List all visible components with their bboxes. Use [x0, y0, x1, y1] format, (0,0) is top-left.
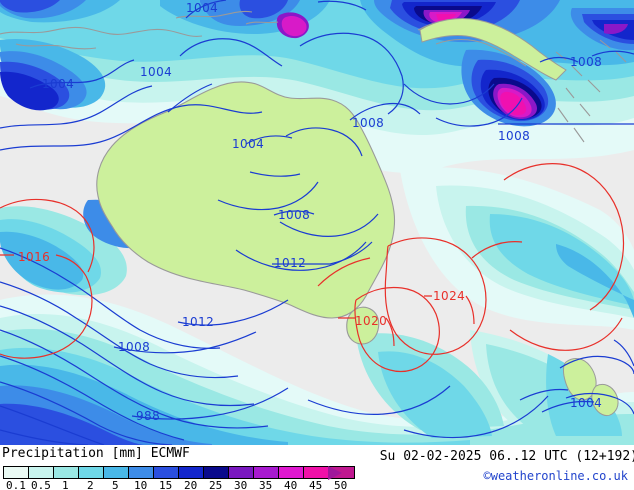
- colorbar-tick-1: 1: [62, 479, 69, 490]
- colorbar-tick-40: 40: [284, 479, 298, 490]
- colorbar-overflow-arrow-icon: [328, 466, 342, 480]
- isobar-label: 1008: [498, 129, 531, 143]
- isobar-label: 1020: [355, 314, 388, 328]
- isobar-label: 1008: [118, 340, 151, 354]
- map-canvas: [0, 0, 634, 445]
- colorbar-swatch-35: [254, 467, 279, 478]
- legend-panel: Precipitation [mm] ECMWF 0.1 0.5 1 2 5 10 15 20…: [0, 445, 634, 490]
- isobars-high: [0, 163, 625, 373]
- colorbar-tick-labels: 0.1 0.5 1 2 5 10 15 20 25 30 35 40 45 50: [0, 479, 347, 490]
- isobar-label: 1008: [352, 116, 385, 130]
- colorbar-swatch-1: [54, 467, 79, 478]
- colorbar-swatch-5: [104, 467, 129, 478]
- colorbar-swatch-30: [229, 467, 254, 478]
- colorbar-tick-2: 2: [87, 479, 94, 490]
- isobar-label: 988: [136, 409, 161, 423]
- colorbar-tick-25: 25: [209, 479, 223, 490]
- colorbar-tick-10: 10: [134, 479, 148, 490]
- precipitation-map[interactable]: 1004 1004 1004 1004 1008 1008 1008 1008 …: [0, 0, 634, 445]
- isobar-label: 1004: [570, 396, 603, 410]
- colorbar-swatch-40: [279, 467, 304, 478]
- colorbar-tick-5: 5: [112, 479, 119, 490]
- colorbar-swatch-0.5: [29, 467, 54, 478]
- isobar-label: 1008: [278, 208, 311, 222]
- precipitation-colorbar: [3, 466, 355, 479]
- colorbar-wrap: [3, 466, 355, 479]
- colorbar-tick-0.5: 0.5: [31, 479, 51, 490]
- isobar-label: 1012: [182, 315, 215, 329]
- isobar-label: 1004: [186, 1, 219, 15]
- colorbar-swatch-45: [304, 467, 329, 478]
- isobar-label: 1016: [18, 250, 51, 264]
- colorbar-swatch-0.1: [4, 467, 29, 478]
- credit-link[interactable]: ©weatheronline.co.uk: [483, 469, 629, 483]
- isobar-label: 1004: [140, 65, 173, 79]
- colorbar-tick-30: 30: [234, 479, 248, 490]
- colorbar-swatch-10: [129, 467, 154, 478]
- colorbar-tick-0.1: 0.1: [6, 479, 26, 490]
- colorbar-tick-45: 45: [309, 479, 323, 490]
- colorbar-swatch-20: [179, 467, 204, 478]
- isobar-label: 1024: [433, 289, 466, 303]
- run-timestamp: Su 02-02-2025 06..12 UTC (12+192): [379, 449, 634, 464]
- isobar-label: 1004: [42, 77, 75, 91]
- isobar-label: 1008: [570, 55, 603, 69]
- australia-landmass: [96, 17, 619, 417]
- isobars-low: [0, 0, 634, 445]
- colorbar-swatch-15: [154, 467, 179, 478]
- colorbar-tick-15: 15: [159, 479, 173, 490]
- colorbar-tick-20: 20: [184, 479, 198, 490]
- legend-title: Precipitation [mm] ECMWF: [2, 446, 190, 461]
- isobar-label: 1012: [274, 256, 307, 270]
- colorbar-swatch-25: [204, 467, 229, 478]
- colorbar-swatch-2: [79, 467, 104, 478]
- isobar-label: 1004: [232, 137, 265, 151]
- colorbar-tick-50: 50: [334, 479, 348, 490]
- colorbar-tick-35: 35: [259, 479, 273, 490]
